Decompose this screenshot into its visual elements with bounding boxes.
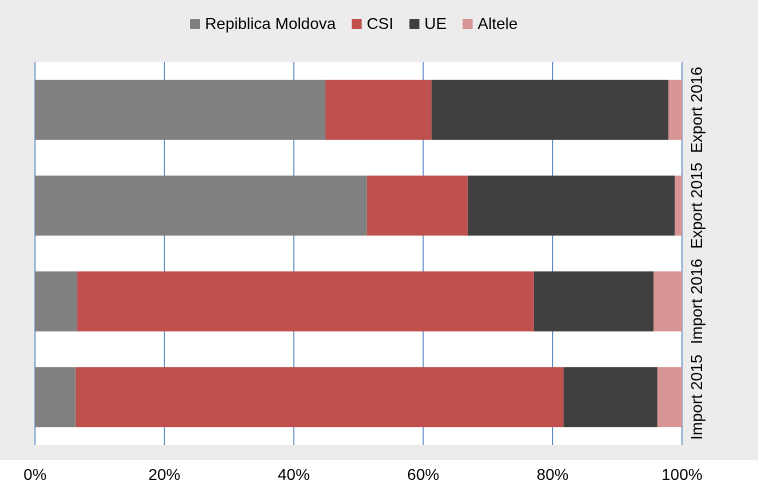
x-tick-label: 0%: [23, 467, 46, 484]
bar-segment: [653, 271, 682, 332]
x-tick-label: 20%: [148, 467, 180, 484]
bar-segment: [77, 271, 534, 332]
legend-swatch: [409, 19, 420, 29]
legend-swatch: [190, 19, 200, 29]
bar-segment: [325, 79, 432, 140]
bar-segment: [674, 175, 682, 236]
bar-segment: [366, 175, 468, 236]
legend-label: Repiblica Moldova: [205, 16, 336, 33]
bar-segment: [668, 79, 682, 140]
x-tick-label: 80%: [537, 467, 569, 484]
legend-label: UE: [424, 16, 446, 33]
x-tick-label: 100%: [662, 467, 703, 484]
legend-label: CSI: [367, 16, 394, 33]
legend-swatch: [351, 19, 362, 29]
y-tick-label: Export 2015: [689, 162, 706, 248]
bar-segment: [35, 175, 367, 236]
bar-segment: [35, 79, 326, 140]
bar-segment: [657, 367, 682, 428]
bar-segment: [533, 271, 654, 332]
bar-segment: [35, 367, 76, 428]
bar-segment: [563, 367, 658, 428]
x-tick-label: 40%: [278, 467, 310, 484]
bar-segment: [75, 367, 564, 428]
bar-segment: [35, 271, 78, 332]
y-tick-label: Export 2016: [689, 67, 706, 153]
y-tick-label: Import 2015: [689, 354, 706, 439]
x-tick-label: 60%: [407, 467, 439, 484]
legend-label: Altele: [478, 16, 518, 33]
legend-swatch: [462, 19, 473, 29]
y-tick-label: Import 2016: [689, 259, 706, 344]
bar-segment: [467, 175, 675, 236]
bar-segment: [431, 79, 669, 140]
